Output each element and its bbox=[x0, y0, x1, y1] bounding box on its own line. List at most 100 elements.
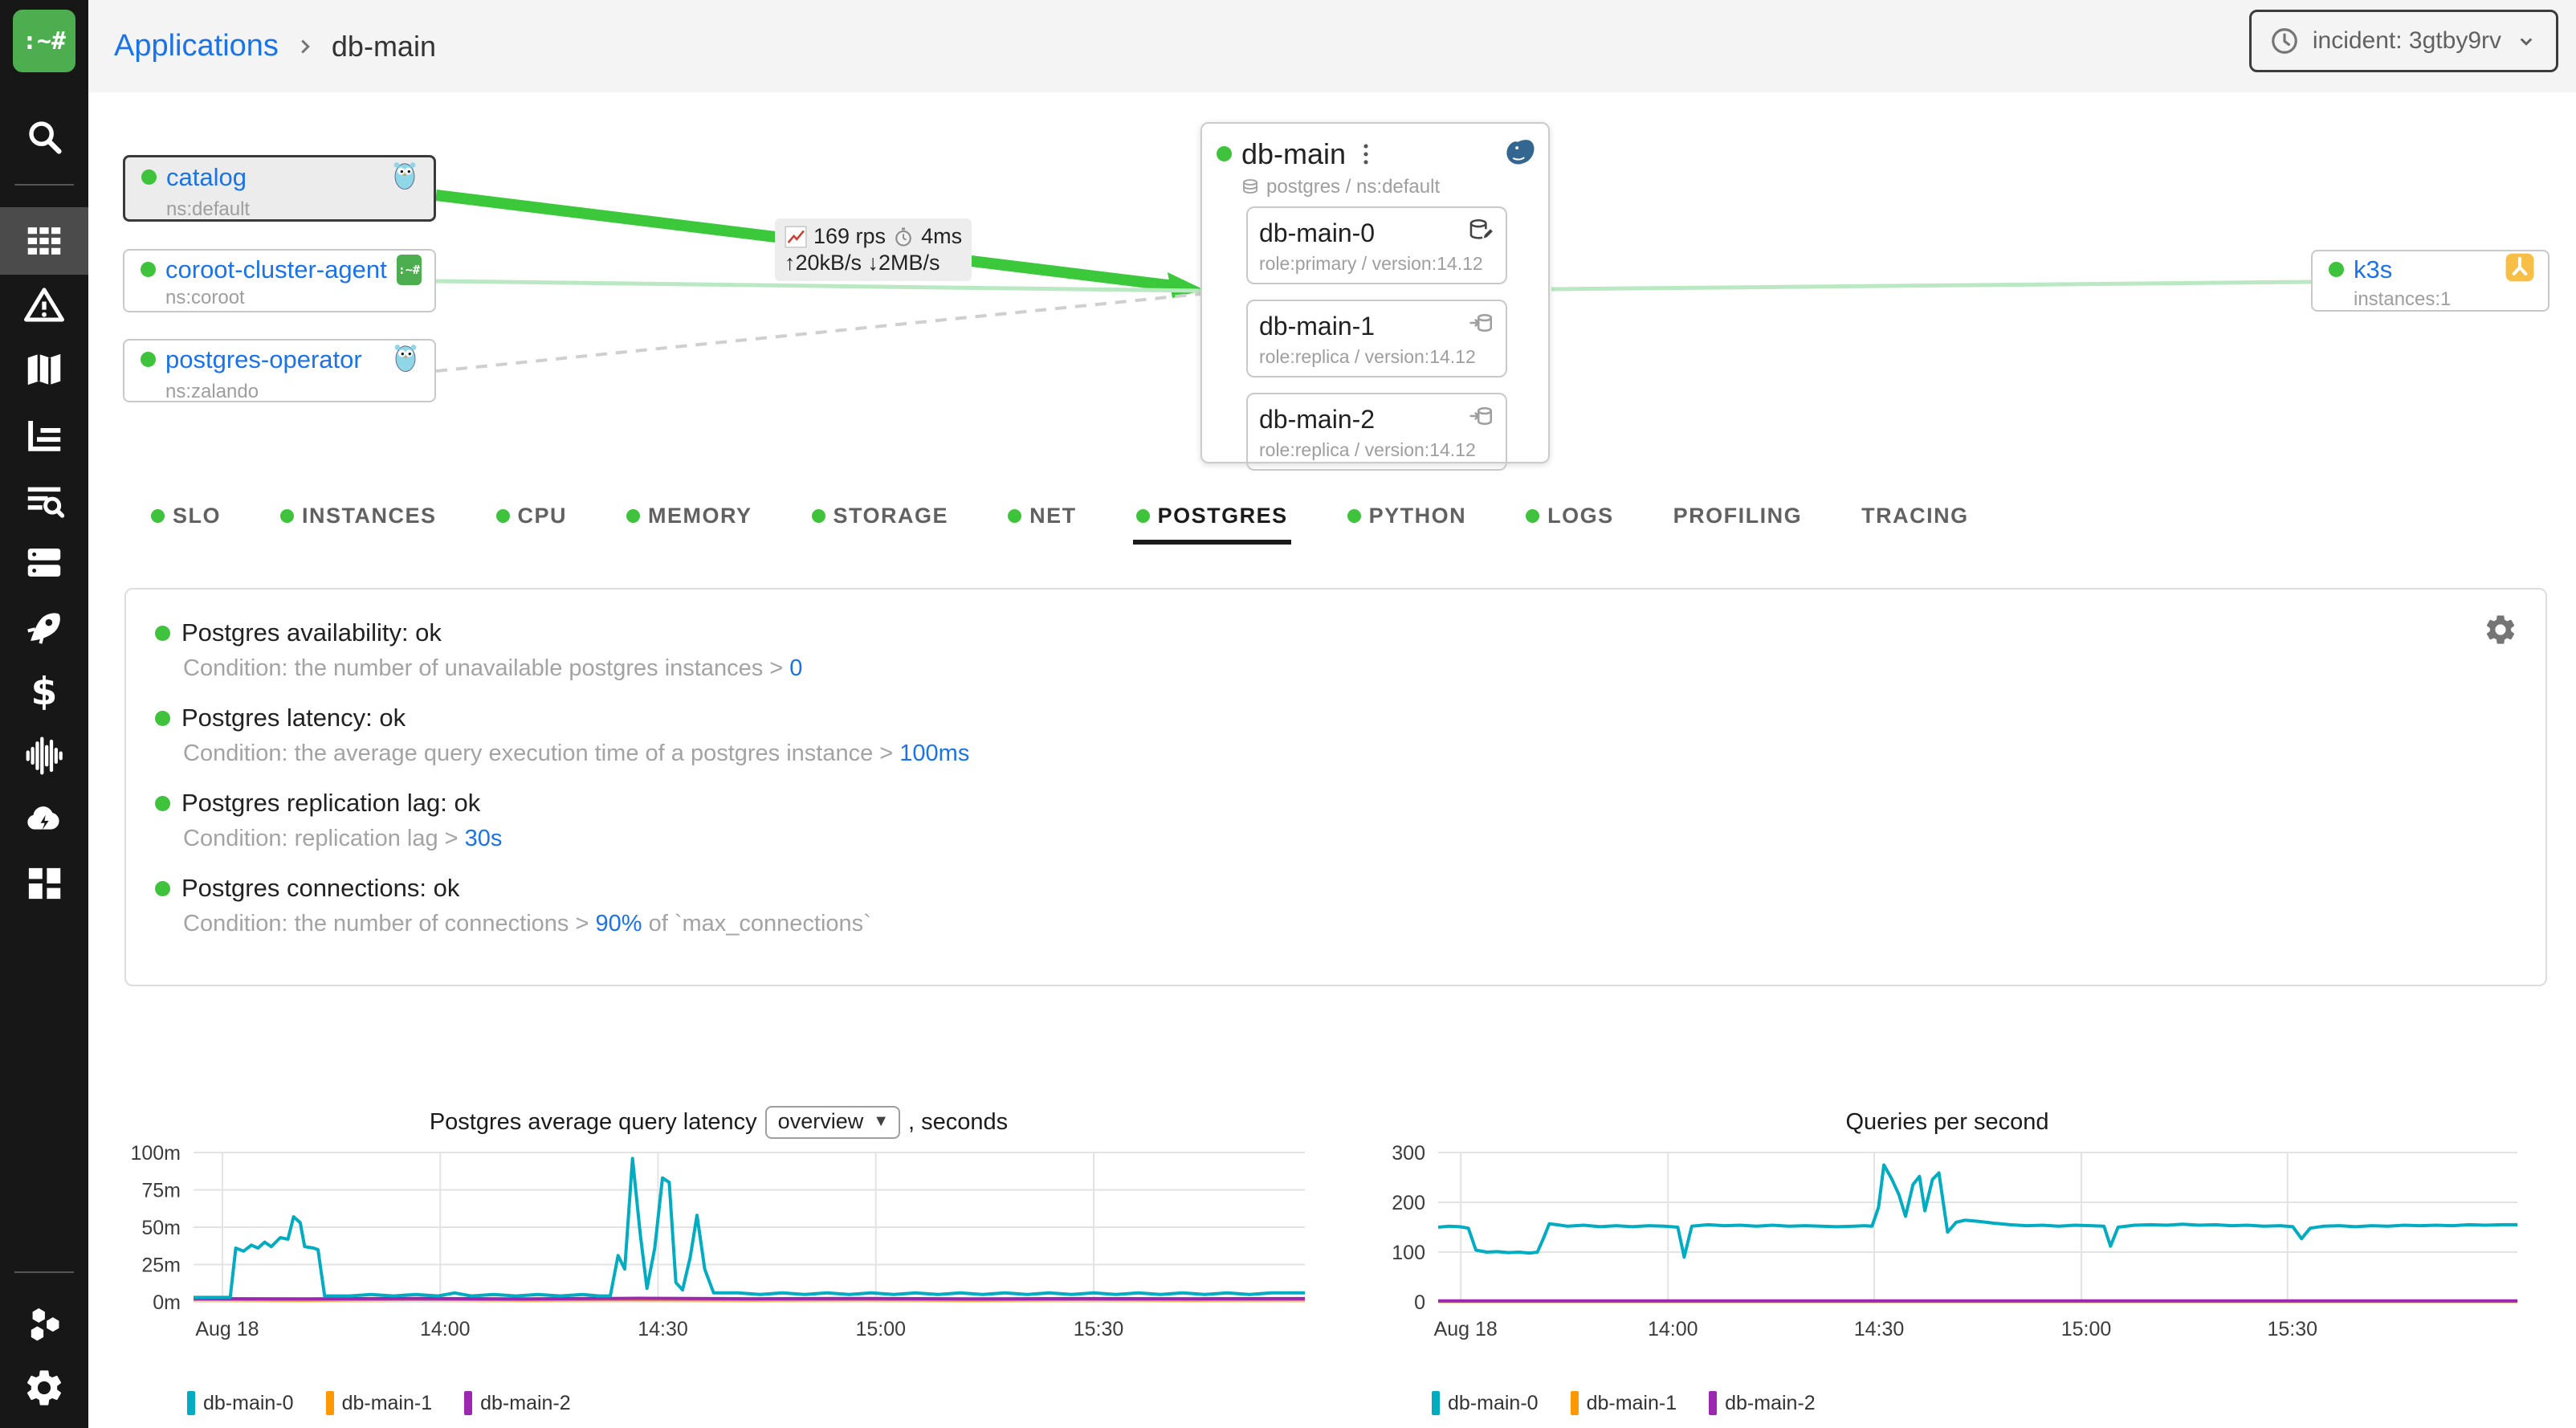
tab-memory[interactable]: MEMORY bbox=[626, 504, 752, 545]
status-dot bbox=[155, 795, 170, 811]
instance-db-main-0[interactable]: db-main-0 role:primary / version:14.12 bbox=[1246, 206, 1507, 284]
latency-chart-legend: db-main-0 db-main-1 db-main-2 bbox=[187, 1391, 1321, 1415]
status-dot bbox=[811, 509, 825, 523]
map-node-postgres-operator[interactable]: postgres-operator ns:zalando bbox=[123, 339, 436, 402]
status-dot bbox=[626, 509, 641, 523]
app-subtitle: postgres / ns:default bbox=[1266, 176, 1441, 198]
tab-tracing[interactable]: TRACING bbox=[1861, 504, 1969, 528]
status-dot bbox=[141, 262, 156, 277]
tab-storage[interactable]: STORAGE bbox=[811, 504, 949, 545]
legend-item[interactable]: db-main-2 bbox=[1709, 1391, 1816, 1415]
svg-text:15:30: 15:30 bbox=[2267, 1318, 2317, 1340]
app-name: db-main bbox=[1241, 137, 1347, 170]
status-dot bbox=[141, 352, 156, 367]
legend-item[interactable]: db-main-0 bbox=[187, 1391, 294, 1415]
node-instances: instances:1 bbox=[2354, 288, 2452, 310]
incident-selector[interactable]: incident: 3gtby9rv bbox=[2248, 10, 2558, 72]
chart-view-select[interactable]: overview ▼ bbox=[764, 1105, 901, 1139]
status-dot bbox=[151, 509, 165, 523]
threshold-link[interactable]: 90% bbox=[595, 911, 642, 936]
dashboards-chart-icon[interactable] bbox=[22, 414, 66, 457]
node-namespace: ns:default bbox=[166, 198, 251, 220]
deployments-rocket-icon[interactable] bbox=[22, 606, 66, 649]
instance-name: db-main-0 bbox=[1259, 218, 1376, 247]
tab-postgres[interactable]: POSTGRES bbox=[1132, 504, 1291, 545]
legend-item[interactable]: db-main-2 bbox=[464, 1391, 571, 1415]
traces-waveform-icon[interactable] bbox=[22, 734, 66, 777]
threshold-link[interactable]: 30s bbox=[464, 826, 503, 851]
breadcrumb-applications-link[interactable]: Applications bbox=[114, 29, 279, 63]
nodes-servers-icon[interactable] bbox=[22, 541, 66, 585]
node-name[interactable]: postgres-operator bbox=[165, 345, 362, 373]
search-icon[interactable] bbox=[22, 115, 66, 158]
kebab-menu-icon[interactable] bbox=[1355, 141, 1376, 168]
map-card-db-main[interactable]: db-main postgres / ns:default db-main-0 … bbox=[1200, 122, 1550, 471]
latency-chart-title: Postgres average query latency overview ▼… bbox=[116, 1103, 1321, 1141]
status-dot bbox=[141, 169, 157, 185]
incident-label: incident: 3gtby9rv bbox=[2312, 27, 2501, 54]
svg-text:$: $ bbox=[31, 670, 58, 713]
widgets-icon[interactable] bbox=[22, 862, 66, 905]
qps-chart-plot[interactable]: 0 100 200 300 Aug 18 14:00 14:30 15:00 15:30 bbox=[1361, 1141, 2533, 1383]
edge-agent-dbmain bbox=[435, 279, 1201, 293]
check-availability: Postgres availability: ok Condition: the… bbox=[155, 618, 2513, 682]
map-node-catalog[interactable]: catalog ns:default bbox=[123, 155, 436, 222]
instance-db-main-2[interactable]: db-main-2 role:replica / version:14.12 bbox=[1246, 393, 1507, 471]
instance-meta: role:replica / version:14.12 bbox=[1259, 439, 1476, 460]
service-map-icon[interactable] bbox=[22, 348, 66, 391]
tab-python[interactable]: PYTHON bbox=[1347, 504, 1467, 545]
svg-text:14:30: 14:30 bbox=[638, 1318, 688, 1340]
db-primary-icon bbox=[1467, 216, 1494, 250]
settings-gear-icon[interactable] bbox=[22, 1366, 66, 1410]
chevron-right-icon bbox=[301, 39, 310, 54]
tab-net[interactable]: NET bbox=[1008, 504, 1077, 545]
costs-dollar-icon[interactable]: $ bbox=[22, 670, 66, 713]
checks-settings-gear-icon[interactable] bbox=[2483, 612, 2518, 647]
coroot-logo[interactable]: :~# bbox=[13, 10, 75, 72]
node-name[interactable]: catalog bbox=[166, 162, 247, 191]
svg-text:15:00: 15:00 bbox=[855, 1318, 906, 1340]
edge-operator-dbmain bbox=[435, 292, 1201, 373]
tab-profiling[interactable]: PROFILING bbox=[1673, 504, 1803, 528]
legend-item[interactable]: db-main-1 bbox=[1570, 1391, 1677, 1415]
legend-item[interactable]: db-main-1 bbox=[325, 1391, 432, 1415]
edge-rps: 169 rps bbox=[813, 224, 887, 248]
cloud-icon[interactable] bbox=[22, 796, 66, 839]
status-dot bbox=[2329, 262, 2344, 277]
instance-db-main-1[interactable]: db-main-1 role:replica / version:14.12 bbox=[1246, 300, 1507, 377]
gopher-icon bbox=[389, 340, 422, 379]
tab-slo[interactable]: SLO bbox=[151, 504, 221, 545]
svg-text:100: 100 bbox=[1392, 1242, 1425, 1264]
node-namespace: ns:coroot bbox=[165, 286, 245, 308]
svg-text:200: 200 bbox=[1392, 1192, 1425, 1214]
qps-chart-legend: db-main-0 db-main-1 db-main-2 bbox=[1432, 1391, 2533, 1415]
map-node-k3s[interactable]: k3s instances:1 bbox=[2311, 250, 2550, 312]
db-replica-icon bbox=[1467, 402, 1494, 436]
svg-text:0: 0 bbox=[1414, 1291, 1425, 1314]
svg-text:14:30: 14:30 bbox=[1854, 1318, 1905, 1340]
map-node-coroot-cluster-agent[interactable]: coroot-cluster-agent :~# ns:coroot bbox=[123, 249, 436, 312]
status-dot bbox=[1217, 146, 1232, 161]
applications-grid-icon[interactable] bbox=[22, 219, 66, 263]
incidents-warning-icon[interactable] bbox=[22, 284, 66, 327]
svg-text:14:00: 14:00 bbox=[1648, 1318, 1698, 1340]
latency-chart-plot[interactable]: 0m 25m 50m 75m 100m Aug 18 14:00 14:30 15:00 15:3… bbox=[116, 1141, 1321, 1383]
threshold-link[interactable]: 0 bbox=[789, 655, 803, 681]
tab-instances[interactable]: INSTANCES bbox=[280, 504, 437, 545]
chevron-down-icon bbox=[2520, 38, 2533, 46]
tab-logs[interactable]: LOGS bbox=[1526, 504, 1614, 545]
status-dot bbox=[1347, 509, 1361, 523]
tab-cpu[interactable]: CPU bbox=[495, 504, 568, 545]
threshold-link[interactable]: 100ms bbox=[899, 741, 970, 766]
legend-item[interactable]: db-main-0 bbox=[1432, 1391, 1539, 1415]
integrations-hexagons-icon[interactable] bbox=[22, 1302, 66, 1345]
logs-search-icon[interactable] bbox=[22, 479, 66, 523]
status-dot bbox=[280, 509, 295, 523]
node-namespace: ns:zalando bbox=[165, 381, 259, 402]
svg-text:300: 300 bbox=[1392, 1142, 1425, 1165]
qps-chart: Queries per second 0 100 200 300 Aug 18 14:00… bbox=[1361, 1103, 2533, 1415]
node-name[interactable]: coroot-cluster-agent bbox=[165, 255, 387, 284]
postgres-elephant-icon bbox=[1503, 135, 1537, 173]
node-name[interactable]: k3s bbox=[2354, 255, 2393, 284]
